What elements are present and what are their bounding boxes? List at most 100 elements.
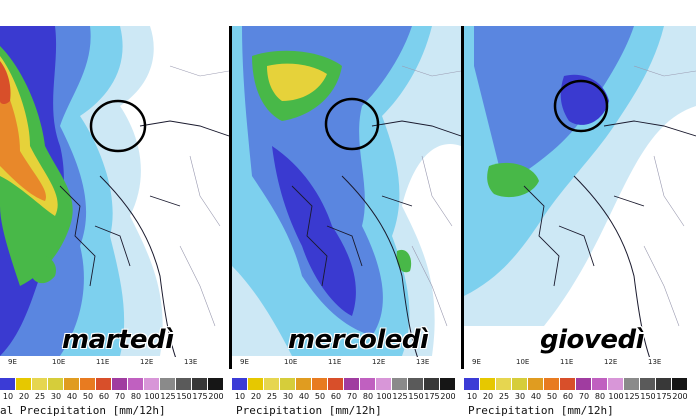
- legend-value: 40: [66, 392, 78, 401]
- legend-value: 150: [640, 392, 656, 401]
- precipitation-map-wednesday: [232, 26, 461, 369]
- legend-title: Precipitation [mm/12h]: [468, 404, 614, 417]
- legend-swatch: [360, 378, 376, 390]
- legend-swatch: [344, 378, 360, 390]
- thin-borders: [633, 65, 696, 327]
- legend-swatch: [328, 378, 344, 390]
- legend-value: 80: [130, 392, 142, 401]
- legend-value: 30: [50, 392, 62, 401]
- legend-value: 150: [408, 392, 424, 401]
- legend-value: 200: [208, 392, 224, 401]
- tick-label: 9E: [240, 358, 249, 366]
- legend-value: 175: [656, 392, 672, 401]
- tick-label: 10E: [284, 358, 298, 366]
- panel-divider: [229, 26, 232, 369]
- legend-swatch: [64, 378, 80, 390]
- legend-value: 30: [514, 392, 526, 401]
- legend-value: 175: [424, 392, 440, 401]
- legend-swatch: [408, 378, 424, 390]
- legend-value: 60: [330, 392, 342, 401]
- legend-value: 20: [482, 392, 494, 401]
- legend-value: 70: [346, 392, 358, 401]
- tick-label: 11E: [560, 358, 574, 366]
- panel-wednesday: mercoledì 9E 10E 11E 12E 13E: [232, 26, 461, 369]
- coastline: [573, 175, 655, 369]
- color-scale: [0, 378, 224, 390]
- legend-swatch: [544, 378, 560, 390]
- longitude-ticks: 9E 10E 11E 12E 13E: [464, 357, 696, 369]
- panel-divider: [461, 26, 464, 369]
- legend-swatch: [80, 378, 96, 390]
- legend-swatch: [264, 378, 280, 390]
- border-lines: [523, 120, 696, 287]
- tick-label: 12E: [604, 358, 618, 366]
- legend-value: 10: [466, 392, 478, 401]
- legend-swatch: [48, 378, 64, 390]
- coastline: [99, 175, 181, 369]
- scale-values: 10 20 25 30 40 50 60 70 80 100125150175200: [0, 392, 224, 402]
- legend-value: 100: [144, 392, 160, 401]
- tick-label: 12E: [372, 358, 386, 366]
- legend-swatch: [144, 378, 160, 390]
- longitude-ticks: 9E 10E 11E 12E 13E: [232, 357, 461, 369]
- highlight-circle: [324, 97, 380, 151]
- legend-swatch: [576, 378, 592, 390]
- legend-swatch: [392, 378, 408, 390]
- tick-label: 13E: [184, 358, 198, 366]
- panel-tuesday: martedì 9E 10E 11E 12E 13E: [0, 26, 229, 369]
- legend-value: 25: [498, 392, 510, 401]
- legend-swatch: [248, 378, 264, 390]
- tick-label: 13E: [648, 358, 662, 366]
- legend-value: 200: [440, 392, 456, 401]
- legend-value: 50: [314, 392, 326, 401]
- legend-value: 50: [546, 392, 558, 401]
- legend-swatch: [672, 378, 688, 390]
- legend-tuesday: 10 20 25 30 40 50 60 70 80 100125150175200 al Pre…: [0, 372, 229, 418]
- legend-swatch: [112, 378, 128, 390]
- legend-value: 80: [362, 392, 374, 401]
- legend-value: 100: [376, 392, 392, 401]
- tick-label: 9E: [8, 358, 17, 366]
- legend-swatch: [656, 378, 672, 390]
- legend-swatch: [624, 378, 640, 390]
- legend-value: 70: [114, 392, 126, 401]
- legend-swatch: [96, 378, 112, 390]
- precip-area-green-south: [396, 249, 412, 273]
- legend-value: 30: [282, 392, 294, 401]
- legend-swatch: [232, 378, 248, 390]
- legend-swatch: [312, 378, 328, 390]
- legend-value: 60: [98, 392, 110, 401]
- highlight-circle: [89, 99, 147, 153]
- border-lines: [59, 120, 229, 287]
- legend-swatch: [280, 378, 296, 390]
- precip-area-yellow: [267, 63, 327, 101]
- legend-swatch: [496, 378, 512, 390]
- legend-value: 40: [298, 392, 310, 401]
- legend-swatch: [464, 378, 480, 390]
- legend-swatch: [192, 378, 208, 390]
- legend-swatch: [640, 378, 656, 390]
- legend-title: al Precipitation [mm/12h]: [0, 404, 166, 417]
- precip-area-orange: [0, 76, 46, 201]
- scale-values: 10 20 25 30 40 50 60 70 80 100125150175200: [464, 392, 688, 402]
- legend-value: 125: [624, 392, 640, 401]
- coastline: [341, 175, 423, 369]
- tick-label: 10E: [516, 358, 530, 366]
- legend-swatch: [512, 378, 528, 390]
- legend-value: 70: [578, 392, 590, 401]
- legend-swatch: [176, 378, 192, 390]
- tick-label: 11E: [96, 358, 110, 366]
- tick-label: 11E: [328, 358, 342, 366]
- legend-title: Precipitation [mm/12h]: [236, 404, 382, 417]
- day-label: martedì: [62, 325, 174, 355]
- legend-swatch: [608, 378, 624, 390]
- precip-area-deep: [272, 146, 356, 316]
- legend-value: 80: [594, 392, 606, 401]
- precipitation-map-thursday: [464, 26, 696, 369]
- legend-value: 20: [250, 392, 262, 401]
- legend-value: 150: [176, 392, 192, 401]
- legend-value: 125: [160, 392, 176, 401]
- precip-area-core: [0, 61, 11, 105]
- legend-thursday: 10 20 25 30 40 50 60 70 80 100125150175200 Precip…: [464, 372, 696, 418]
